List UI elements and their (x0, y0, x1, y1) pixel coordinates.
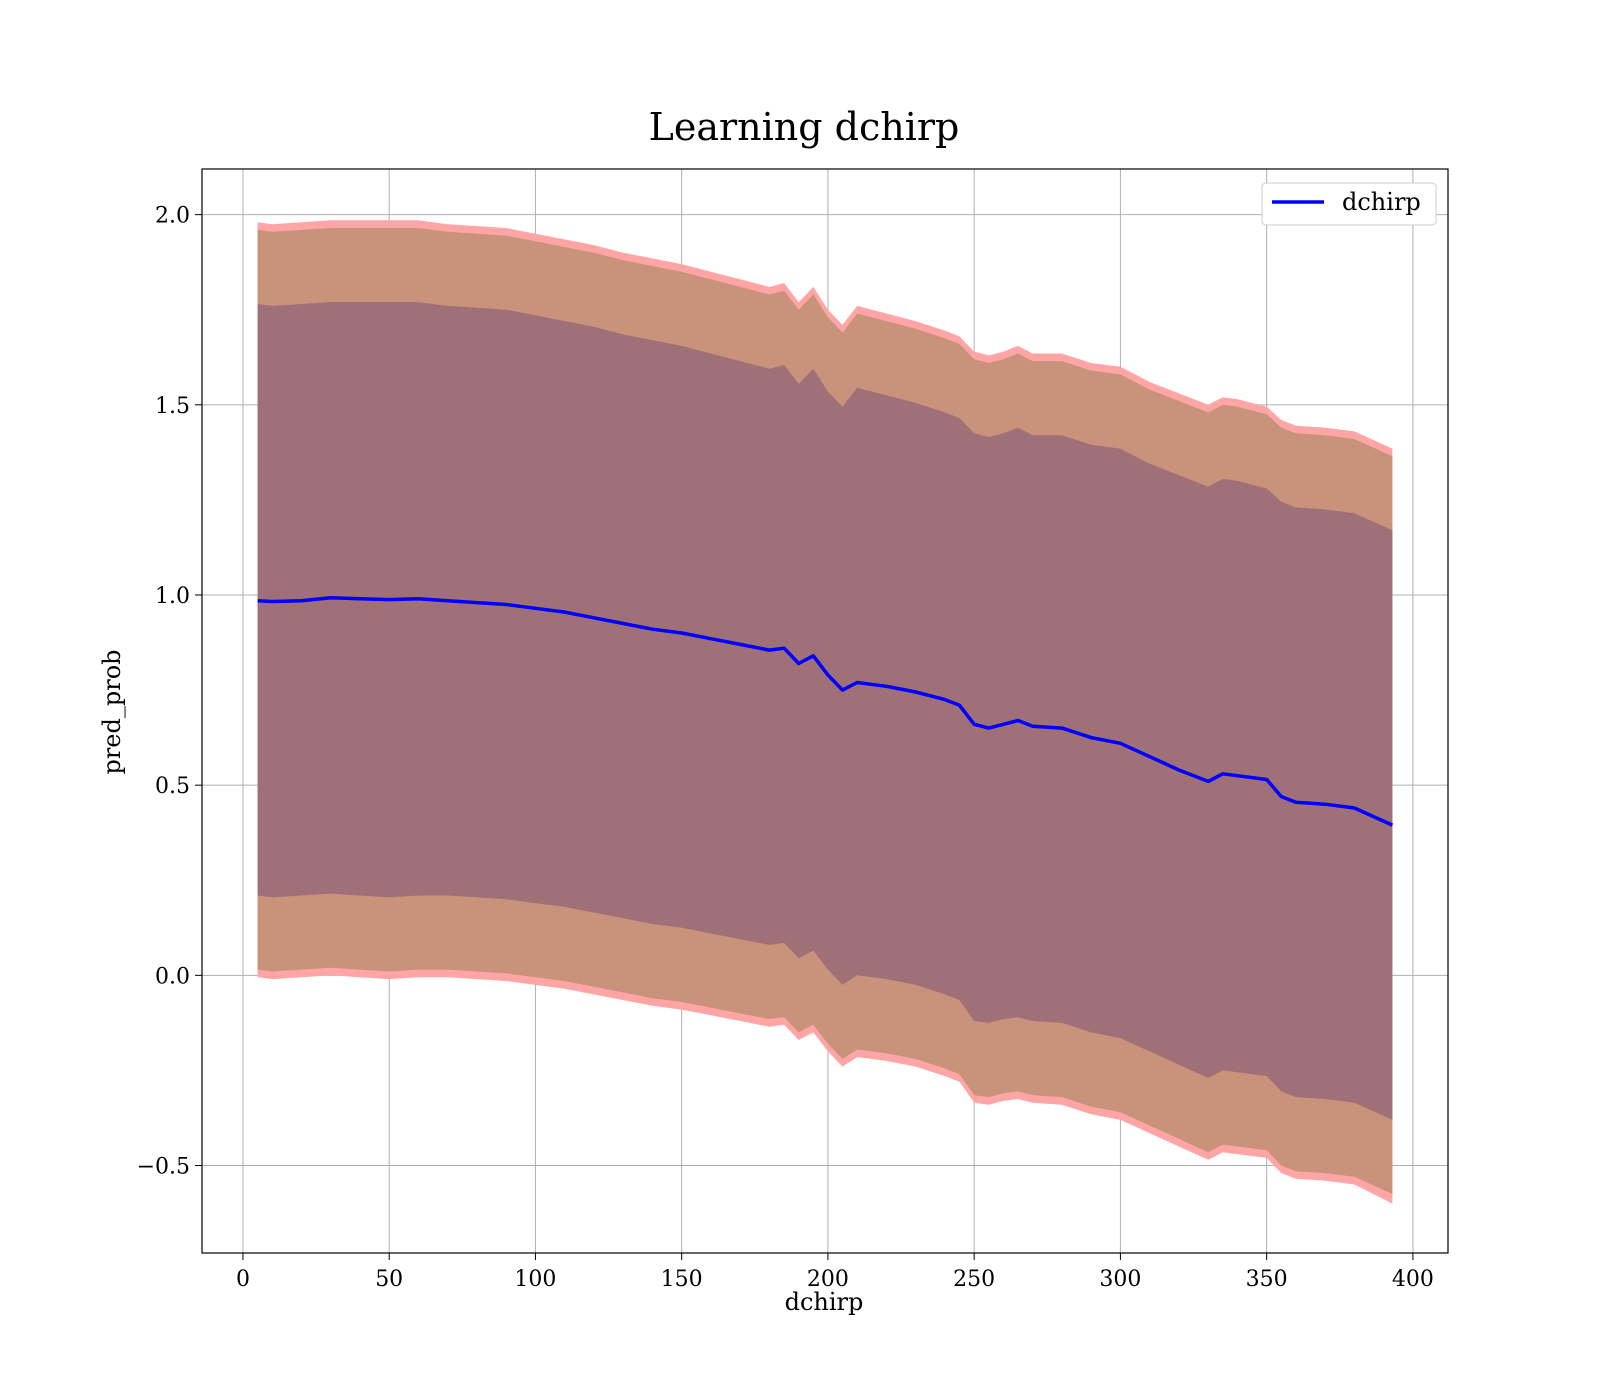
series-line-dchirp (257, 595, 1394, 827)
x-tick-label-4: 200 (807, 1267, 849, 1292)
y-tick-label-4: 1.5 (155, 394, 190, 419)
band-2 (257, 302, 1393, 1120)
plot-frame (201, 168, 1449, 1254)
y-tick-label-5: 2.0 (155, 204, 190, 229)
x-tick-label-8: 400 (1392, 1267, 1434, 1292)
x-axis-ticks: 0 50 100 150 200 250 300 350 400 (236, 1253, 1434, 1292)
legend-box (1261, 182, 1437, 226)
y-axis-ticks: −0.5 0.0 0.5 1.0 1.5 2.0 (137, 204, 202, 1180)
x-tick-label-2: 100 (514, 1267, 556, 1292)
y-tick-label-0: −0.5 (137, 1155, 190, 1180)
y-tick-label-2: 0.5 (155, 774, 190, 799)
x-axis-label: dchirp (785, 1288, 864, 1316)
x-tick-label-3: 150 (661, 1267, 703, 1292)
x-tick-label-0: 0 (236, 1267, 250, 1292)
x-tick-label-1: 50 (375, 1267, 403, 1292)
y-tick-label-3: 1.0 (155, 584, 190, 609)
series-lines (257, 595, 1394, 827)
chart-title: Learning dchirp (649, 105, 960, 149)
y-axis-label: pred_prob (98, 649, 126, 774)
x-tick-label-7: 350 (1246, 1267, 1288, 1292)
x-tick-label-6: 300 (1099, 1267, 1141, 1292)
legend: dchirp (1261, 182, 1437, 226)
legend-label-dchirp: dchirp (1342, 188, 1421, 216)
y-tick-label-1: 0.0 (155, 964, 190, 989)
x-tick-label-5: 250 (953, 1267, 995, 1292)
confidence-bands (257, 220, 1393, 1204)
